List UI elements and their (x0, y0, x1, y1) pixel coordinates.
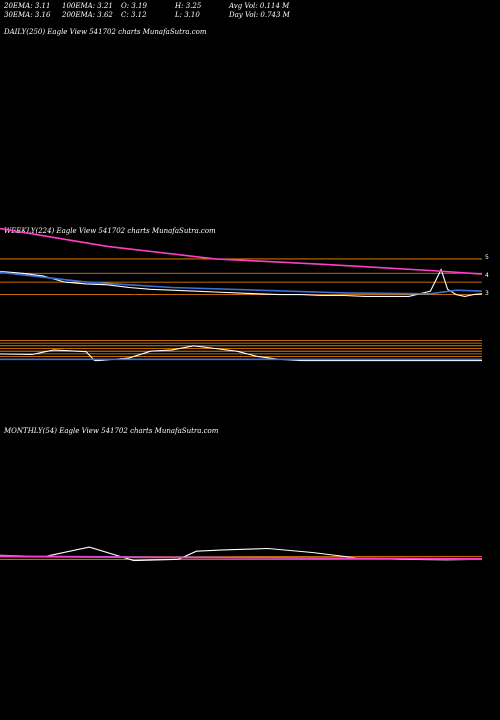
weekly-indicator-series-indicator-0 (0, 345, 482, 362)
weekly-panel-title: WEEKLY(224) Eagle View 541702 charts Mun… (4, 227, 216, 235)
monthly-panel-title: MONTHLY(54) Eagle View 541702 charts Mun… (4, 427, 219, 435)
weekly-ytick-label: 3 (485, 290, 489, 297)
stat-200ema: 200EMA: 3.62 (62, 11, 113, 19)
weekly-ytick-label: 5 (485, 254, 489, 261)
stat-100ema: 100EMA: 3.21 (62, 2, 113, 10)
stat-close: C: 3.12 (121, 11, 147, 19)
monthly-series-ema-2 (0, 555, 483, 560)
stat-open: O: 3.19 (121, 2, 147, 10)
stat-day-vol: Day Vol: 0.743 M (229, 11, 290, 19)
stat-avg-vol: Avg Vol: 0.114 M (229, 2, 290, 10)
weekly-series-ema-1 (0, 271, 483, 295)
weekly-ytick-label: 4 (485, 272, 489, 279)
stat-low: L: 3.10 (175, 11, 200, 19)
daily-panel-title: DAILY(250) Eagle View 541702 charts Muna… (4, 28, 207, 36)
stat-20ema: 20EMA: 3.11 (4, 2, 51, 10)
weekly-series-ema-2 (0, 227, 483, 275)
stat-30ema: 30EMA: 3.16 (4, 11, 51, 19)
stat-high: H: 3.25 (175, 2, 202, 10)
weekly-series-price-0 (0, 268, 483, 297)
